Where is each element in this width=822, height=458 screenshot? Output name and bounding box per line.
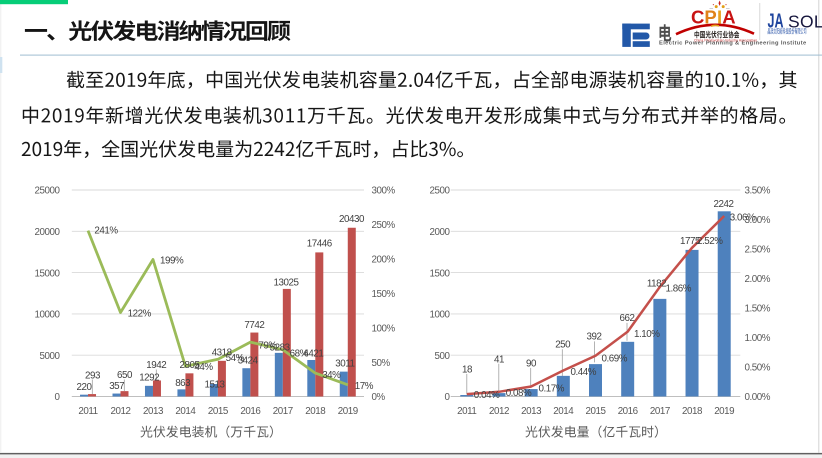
svg-text:2014: 2014: [175, 406, 196, 417]
svg-text:1.50%: 1.50%: [745, 304, 771, 315]
svg-text:I: I: [717, 6, 722, 27]
svg-text:P: P: [704, 6, 716, 27]
svg-text:17446: 17446: [307, 238, 333, 249]
svg-text:41: 41: [494, 354, 504, 365]
svg-text:250%: 250%: [372, 220, 396, 231]
svg-text:17%: 17%: [355, 381, 374, 392]
svg-text:5283: 5283: [270, 343, 291, 354]
svg-text:220: 220: [77, 382, 93, 393]
svg-text:1942: 1942: [146, 360, 166, 371]
svg-text:China Photovoltaic Industry As: China Photovoltaic Industry Association: [694, 38, 757, 42]
svg-text:500: 500: [435, 351, 451, 362]
svg-text:2016: 2016: [240, 406, 261, 417]
svg-text:650: 650: [117, 370, 133, 381]
svg-text:20000: 20000: [35, 227, 61, 238]
svg-text:150%: 150%: [372, 289, 396, 300]
svg-text:2018: 2018: [305, 406, 326, 417]
svg-text:90: 90: [526, 359, 537, 370]
svg-text:2013: 2013: [521, 406, 542, 417]
svg-text:15000: 15000: [35, 268, 61, 279]
svg-text:0: 0: [55, 392, 61, 403]
svg-text:122%: 122%: [128, 309, 152, 320]
svg-text:4318: 4318: [212, 348, 233, 359]
svg-text:2.50%: 2.50%: [745, 245, 771, 256]
svg-text:2016: 2016: [618, 406, 639, 417]
svg-text:SOLAR: SOLAR: [788, 11, 822, 31]
svg-text:JA: JA: [768, 10, 784, 32]
svg-text:54%: 54%: [226, 353, 245, 364]
svg-text:1292: 1292: [139, 373, 159, 384]
svg-text:1.86%: 1.86%: [666, 284, 692, 295]
svg-text:0.08%: 0.08%: [506, 388, 532, 399]
svg-text:357: 357: [109, 381, 124, 392]
svg-text:Electric Power Planning & Engi: Electric Power Planning & Engineering In…: [659, 41, 807, 47]
svg-text:1.10%: 1.10%: [634, 329, 660, 340]
svg-text:662: 662: [620, 313, 635, 324]
svg-text:0.44%: 0.44%: [571, 367, 597, 378]
svg-text:44%: 44%: [194, 362, 213, 373]
svg-text:50%: 50%: [372, 358, 391, 369]
svg-text:293: 293: [85, 371, 101, 382]
svg-text:3.06%: 3.06%: [730, 212, 756, 223]
svg-text:3424: 3424: [238, 355, 259, 366]
svg-text:3011: 3011: [335, 358, 354, 369]
svg-text:2000: 2000: [430, 227, 451, 238]
svg-text:1.00%: 1.00%: [745, 333, 771, 344]
svg-text:0.50%: 0.50%: [745, 363, 771, 374]
svg-text:2500: 2500: [430, 186, 451, 197]
svg-text:1182: 1182: [647, 278, 666, 289]
svg-text:0.00%: 0.00%: [745, 392, 771, 403]
svg-text:3.50%: 3.50%: [745, 186, 771, 197]
svg-text:1513: 1513: [205, 379, 226, 390]
svg-text:25000: 25000: [35, 186, 61, 197]
svg-text:2019: 2019: [714, 406, 734, 417]
svg-text:200%: 200%: [372, 255, 396, 266]
svg-text:2.00%: 2.00%: [745, 274, 771, 285]
svg-text:20430: 20430: [339, 214, 365, 225]
svg-text:199%: 199%: [160, 256, 184, 267]
svg-text:2015: 2015: [586, 406, 607, 417]
svg-text:4421: 4421: [303, 348, 323, 359]
svg-text:2015: 2015: [208, 406, 229, 417]
svg-text:0.17%: 0.17%: [539, 383, 565, 394]
svg-text:0%: 0%: [372, 392, 386, 403]
svg-text:13025: 13025: [274, 278, 300, 289]
svg-text:300%: 300%: [372, 186, 396, 197]
svg-text:863: 863: [175, 378, 191, 389]
svg-text:A: A: [722, 6, 735, 27]
svg-text:2017: 2017: [650, 406, 670, 417]
svg-text:241%: 241%: [94, 226, 118, 237]
svg-text:1775: 1775: [680, 236, 701, 247]
svg-text:2019: 2019: [338, 406, 358, 417]
svg-text:250: 250: [555, 340, 571, 351]
svg-text:79%: 79%: [258, 341, 277, 352]
svg-text:1500: 1500: [430, 268, 451, 279]
svg-text:5000: 5000: [40, 351, 61, 362]
svg-text:2011: 2011: [78, 406, 97, 417]
svg-text:2805: 2805: [180, 360, 201, 371]
svg-text:18: 18: [462, 364, 473, 375]
svg-text:392: 392: [587, 332, 602, 343]
svg-text:68%: 68%: [290, 348, 309, 359]
svg-text:2017: 2017: [273, 406, 293, 417]
svg-text:3.00%: 3.00%: [745, 215, 771, 226]
svg-text:2.52%: 2.52%: [697, 236, 723, 247]
svg-text:0: 0: [445, 392, 451, 403]
svg-text:7742: 7742: [244, 320, 264, 331]
svg-text:0.04%: 0.04%: [474, 390, 500, 401]
svg-text:0.69%: 0.69%: [602, 354, 628, 365]
svg-text:34%: 34%: [322, 370, 341, 381]
svg-text:2018: 2018: [682, 406, 703, 417]
svg-text:2012: 2012: [489, 406, 509, 417]
svg-text:2014: 2014: [553, 406, 574, 417]
svg-text:2012: 2012: [111, 406, 131, 417]
svg-text:2013: 2013: [143, 406, 164, 417]
svg-text:2011: 2011: [457, 406, 476, 417]
svg-text:1000: 1000: [430, 310, 451, 321]
svg-text:100%: 100%: [372, 323, 396, 334]
svg-text:2242: 2242: [714, 199, 734, 210]
svg-text:10000: 10000: [35, 310, 61, 321]
svg-text:C: C: [691, 6, 704, 27]
